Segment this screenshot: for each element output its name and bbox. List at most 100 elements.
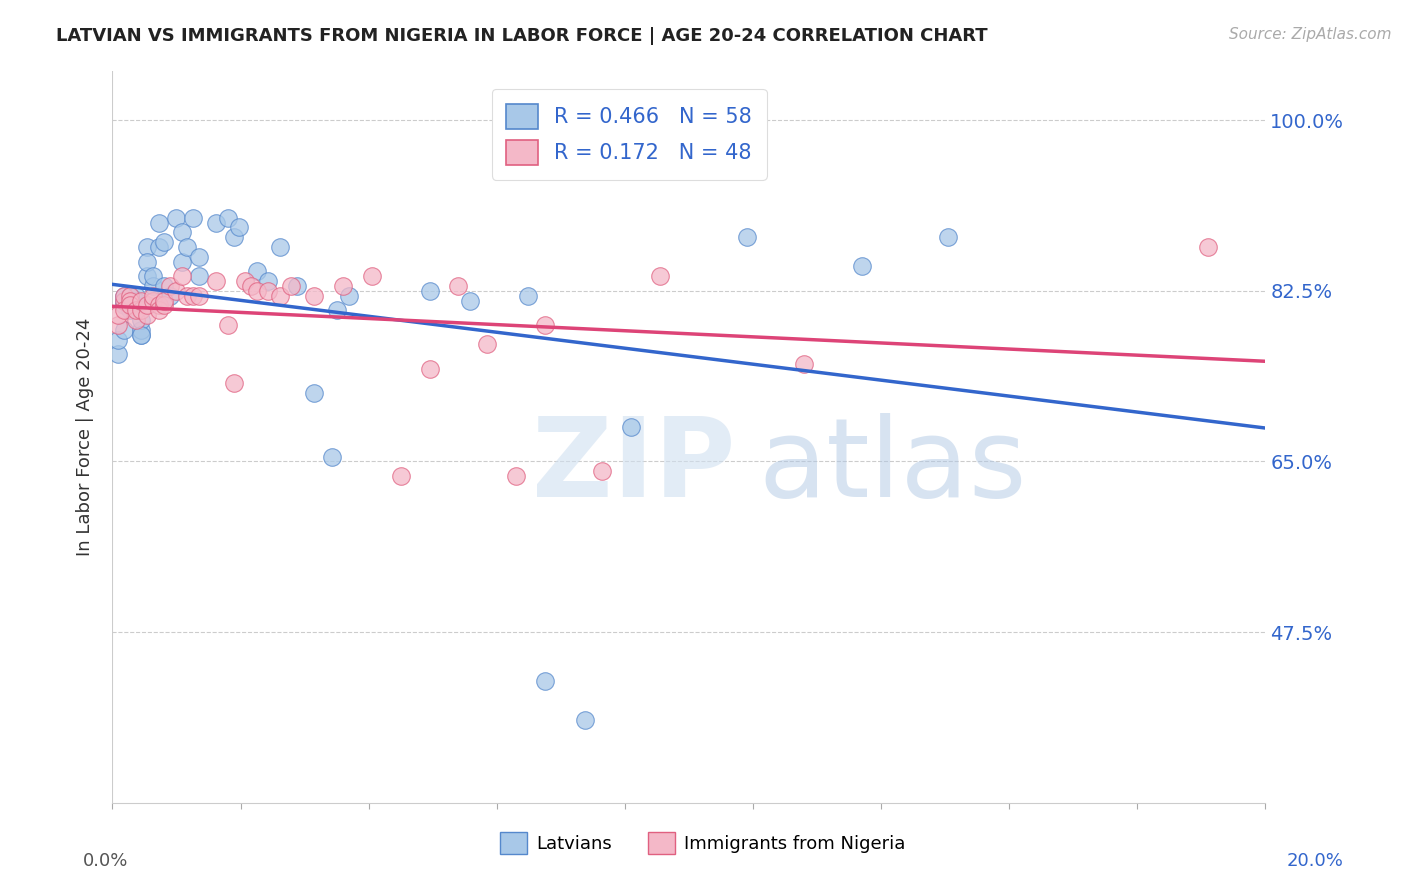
Point <box>851 260 873 274</box>
Point <box>620 420 643 434</box>
Point <box>124 298 146 312</box>
Point <box>326 303 349 318</box>
Point <box>118 293 141 308</box>
Legend: R = 0.466   N = 58, R = 0.172   N = 48: R = 0.466 N = 58, R = 0.172 N = 48 <box>492 89 766 179</box>
Point <box>475 337 499 351</box>
Y-axis label: In Labor Force | Age 20-24: In Labor Force | Age 20-24 <box>76 318 94 557</box>
Point <box>170 254 193 268</box>
Point <box>650 269 672 284</box>
Point <box>257 284 280 298</box>
Point <box>124 313 146 327</box>
Point <box>142 279 165 293</box>
Point <box>304 386 326 401</box>
Point <box>389 469 412 483</box>
Point <box>574 713 596 727</box>
Point <box>118 303 141 318</box>
Point <box>419 284 441 298</box>
Point <box>136 254 159 268</box>
Point <box>188 288 211 302</box>
Point <box>153 235 176 249</box>
Point <box>181 211 204 225</box>
Point <box>129 327 153 342</box>
Point <box>332 279 354 293</box>
Point <box>246 264 269 278</box>
Point <box>321 450 343 464</box>
Point <box>360 269 382 284</box>
Point <box>136 240 159 254</box>
Point <box>136 308 159 322</box>
Point <box>136 269 159 284</box>
Point <box>285 279 308 293</box>
Point <box>222 230 245 244</box>
Point <box>233 274 256 288</box>
Point <box>458 293 481 308</box>
Point <box>534 673 557 688</box>
Text: LATVIAN VS IMMIGRANTS FROM NIGERIA IN LABOR FORCE | AGE 20-24 CORRELATION CHART: LATVIAN VS IMMIGRANTS FROM NIGERIA IN LA… <box>56 27 988 45</box>
Point <box>257 274 280 288</box>
Point <box>142 269 165 284</box>
Point <box>222 376 245 391</box>
Point <box>112 303 135 318</box>
Point <box>118 288 141 302</box>
Text: 0.0%: 0.0% <box>83 852 128 870</box>
Point <box>124 303 146 318</box>
Point <box>148 298 170 312</box>
Point <box>534 318 557 332</box>
Point <box>107 318 129 332</box>
Point <box>280 279 302 293</box>
Point <box>112 293 135 308</box>
Point <box>129 323 153 337</box>
Point <box>129 293 153 308</box>
Point <box>107 308 129 322</box>
Point <box>148 240 170 254</box>
Point <box>148 303 170 318</box>
Point <box>1197 240 1219 254</box>
Point <box>107 333 129 347</box>
Point <box>165 284 187 298</box>
Point <box>129 313 153 327</box>
Point <box>447 279 470 293</box>
Point <box>239 279 262 293</box>
Point <box>136 298 159 312</box>
Point <box>936 230 959 244</box>
Point <box>118 288 141 302</box>
Point <box>124 293 146 308</box>
Point <box>124 288 146 302</box>
Point <box>304 288 326 302</box>
Point <box>118 293 141 308</box>
Legend: Latvians, Immigrants from Nigeria: Latvians, Immigrants from Nigeria <box>489 822 917 865</box>
Point <box>153 298 176 312</box>
Point <box>165 211 187 225</box>
Point <box>142 288 165 302</box>
Point <box>205 215 228 229</box>
Point <box>516 288 538 302</box>
Point <box>205 274 228 288</box>
Point <box>419 361 441 376</box>
Point <box>176 288 198 302</box>
Point <box>112 288 135 302</box>
Text: 20.0%: 20.0% <box>1286 852 1343 870</box>
Point <box>170 225 193 239</box>
Text: Source: ZipAtlas.com: Source: ZipAtlas.com <box>1229 27 1392 42</box>
Point <box>269 288 291 302</box>
Point <box>735 230 758 244</box>
Point <box>181 288 204 302</box>
Point <box>246 284 269 298</box>
Point <box>142 293 165 308</box>
Point <box>188 269 211 284</box>
Point <box>228 220 250 235</box>
Point <box>148 215 170 229</box>
Point <box>129 303 153 318</box>
Text: atlas: atlas <box>758 413 1026 520</box>
Point <box>112 293 135 308</box>
Point <box>118 293 141 308</box>
Point <box>118 288 141 302</box>
Point <box>124 293 146 308</box>
Point <box>176 240 198 254</box>
Point <box>124 293 146 308</box>
Point <box>269 240 291 254</box>
Point <box>159 288 181 302</box>
Point <box>505 469 527 483</box>
Point <box>592 464 614 478</box>
Point <box>112 288 135 302</box>
